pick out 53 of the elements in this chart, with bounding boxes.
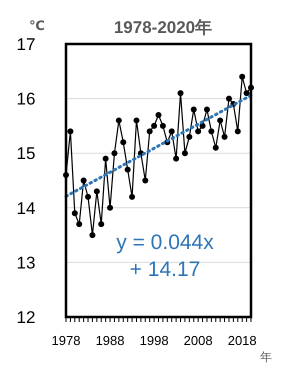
point	[72, 210, 78, 216]
point	[208, 128, 214, 134]
point	[116, 117, 122, 124]
point	[107, 204, 114, 211]
point	[178, 90, 184, 96]
point	[146, 128, 153, 134]
point	[200, 122, 206, 129]
point	[168, 128, 175, 134]
point	[190, 106, 197, 113]
point	[89, 232, 96, 238]
y-tick-label: 17	[16, 35, 36, 54]
point	[156, 112, 162, 118]
y-tick-label: 14	[16, 198, 36, 218]
point	[67, 128, 74, 134]
y-tick-label: 15	[16, 144, 36, 164]
point	[133, 117, 140, 124]
point	[129, 194, 136, 200]
chart-title: 1978-2020年	[114, 18, 212, 37]
point	[80, 178, 87, 184]
point	[160, 122, 166, 129]
point	[195, 128, 202, 134]
annotation: y = 0.044x + 14.17	[116, 231, 214, 281]
point	[222, 134, 228, 140]
x-tick-label: 2008	[184, 333, 213, 348]
y-tick-label: 12	[16, 308, 36, 327]
y-axis-title: ℃	[29, 18, 45, 33]
point	[76, 221, 82, 228]
point	[98, 221, 104, 228]
point	[120, 139, 126, 146]
x-tick-label: 1978	[52, 333, 80, 348]
point	[94, 188, 100, 194]
point	[173, 156, 180, 162]
point	[217, 117, 224, 124]
x-axis-title: 年	[260, 350, 272, 364]
y-tick-label: 16	[16, 90, 36, 109]
point	[182, 150, 188, 156]
point	[239, 74, 246, 80]
x-tick-label: 2018	[228, 333, 257, 348]
point	[151, 122, 158, 129]
point	[226, 96, 232, 102]
x-tick-label: 1988	[96, 333, 125, 348]
point	[102, 156, 109, 162]
point	[244, 90, 250, 96]
point	[186, 134, 192, 140]
y-tick-label: 13	[16, 253, 36, 272]
point	[124, 166, 131, 173]
point	[111, 150, 118, 156]
point	[204, 106, 210, 113]
x-tick-label: 1998	[140, 333, 169, 348]
point	[212, 144, 219, 151]
point	[85, 194, 92, 200]
point	[142, 178, 148, 184]
point	[234, 128, 241, 134]
